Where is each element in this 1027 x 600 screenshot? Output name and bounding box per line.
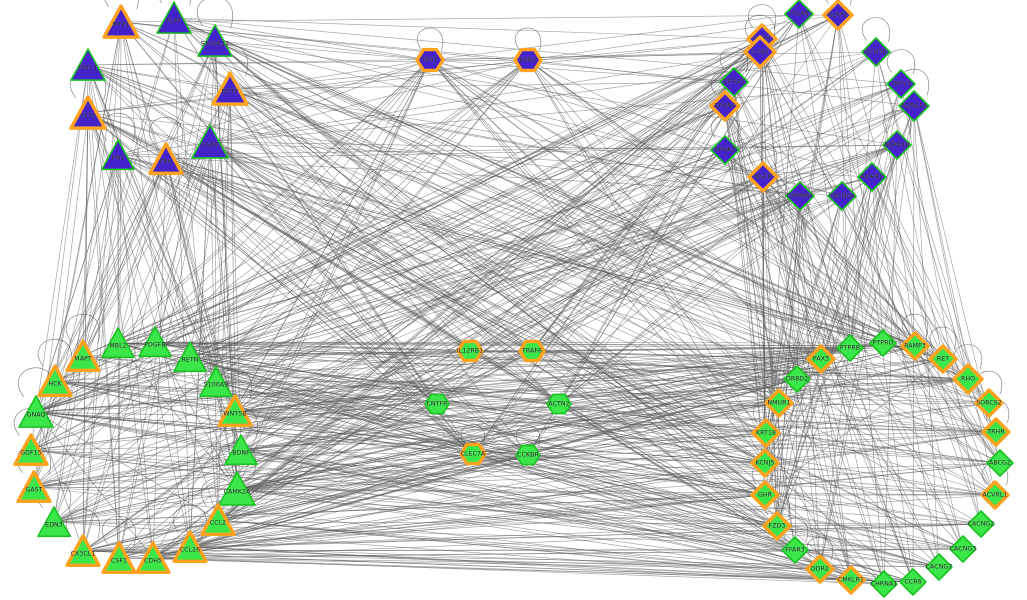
network-node-gnaq[interactable]: GNAQ <box>14 390 58 434</box>
network-node-cmklr1[interactable]: CMKLR1 <box>834 563 868 597</box>
network-node-ccl26[interactable]: CCL26 <box>169 526 211 568</box>
network-node-amhr2[interactable]: AMHR2 <box>854 159 890 195</box>
network-node-kcnj5[interactable]: KCNJ5 <box>748 446 782 480</box>
network-node-klrf2[interactable]: KLRF2 <box>820 0 856 33</box>
network-node-ptprb[interactable]: PTPRB <box>833 331 867 365</box>
network-node-itga8[interactable]: ITGA8 <box>781 0 817 32</box>
network-node-cckbr[interactable]: CCKBR <box>512 439 544 471</box>
network-node-fn1[interactable]: FN1 <box>97 134 139 176</box>
network-node-ccr6[interactable]: CCR6 <box>896 565 930 599</box>
network-node-actn2[interactable]: ACTN2 <box>543 388 575 420</box>
network-node-ptpro[interactable]: PTPRO <box>866 326 900 360</box>
network-node-cdh5[interactable]: CDH5 <box>132 537 174 579</box>
network-node-abcg2[interactable]: ABCG2 <box>983 446 1017 480</box>
network-node-adra1b[interactable]: ADRA1B <box>879 127 915 163</box>
network-node-irs1[interactable]: IRS1 <box>413 43 447 77</box>
network-node-wnt5b[interactable]: WNT5B <box>214 390 256 432</box>
network-node-trhr[interactable]: TRHR <box>979 415 1013 449</box>
network-node-frk[interactable]: FRK <box>145 138 187 180</box>
network-node-muc1[interactable]: MUC1 <box>66 43 110 87</box>
network-node-chrna4[interactable]: CHRNA4 <box>782 178 818 214</box>
network-node-mtp1[interactable]: MTP1 <box>99 0 143 44</box>
network-node-clec7a[interactable]: CLEC7A <box>457 438 489 470</box>
network-node-nmur1[interactable]: NMUR1 <box>762 386 796 420</box>
network-node-ddr2[interactable]: DDR2 <box>803 552 837 586</box>
network-node-gdf15[interactable]: GDF15 <box>10 429 52 471</box>
network-node-ghr[interactable]: GHR <box>748 478 782 512</box>
network-node-s100a12[interactable]: S100A12 <box>193 19 237 63</box>
network-node-plat[interactable]: PLAT <box>152 0 196 40</box>
network-node-epha4[interactable]: EPHA4 <box>707 88 743 124</box>
network-node-bdnf[interactable]: BDNF <box>220 429 262 471</box>
network-node-epha3[interactable]: EPHA3 <box>707 132 743 168</box>
network-node-cntfr[interactable]: CNTFR <box>421 388 453 420</box>
network-node-esr2[interactable]: ESR2 <box>511 43 545 77</box>
network-node-scn3b[interactable]: SCN3B <box>858 34 894 70</box>
network-node-mttp[interactable]: MTTP <box>208 67 252 111</box>
network-node-il12rb1[interactable]: IL12RB1 <box>454 335 486 367</box>
network-node-flt3[interactable]: FLT3 <box>66 91 110 135</box>
network-node-adra1a[interactable]: ADRA1A <box>895 87 933 125</box>
network-node-krt18[interactable]: KRT18 <box>749 416 783 450</box>
network-node-fgf6[interactable]: FGF6 <box>187 119 233 165</box>
network-node-ngfr[interactable]: NGFR <box>745 159 781 195</box>
network-node-traf6[interactable]: TRAF6 <box>516 335 548 367</box>
